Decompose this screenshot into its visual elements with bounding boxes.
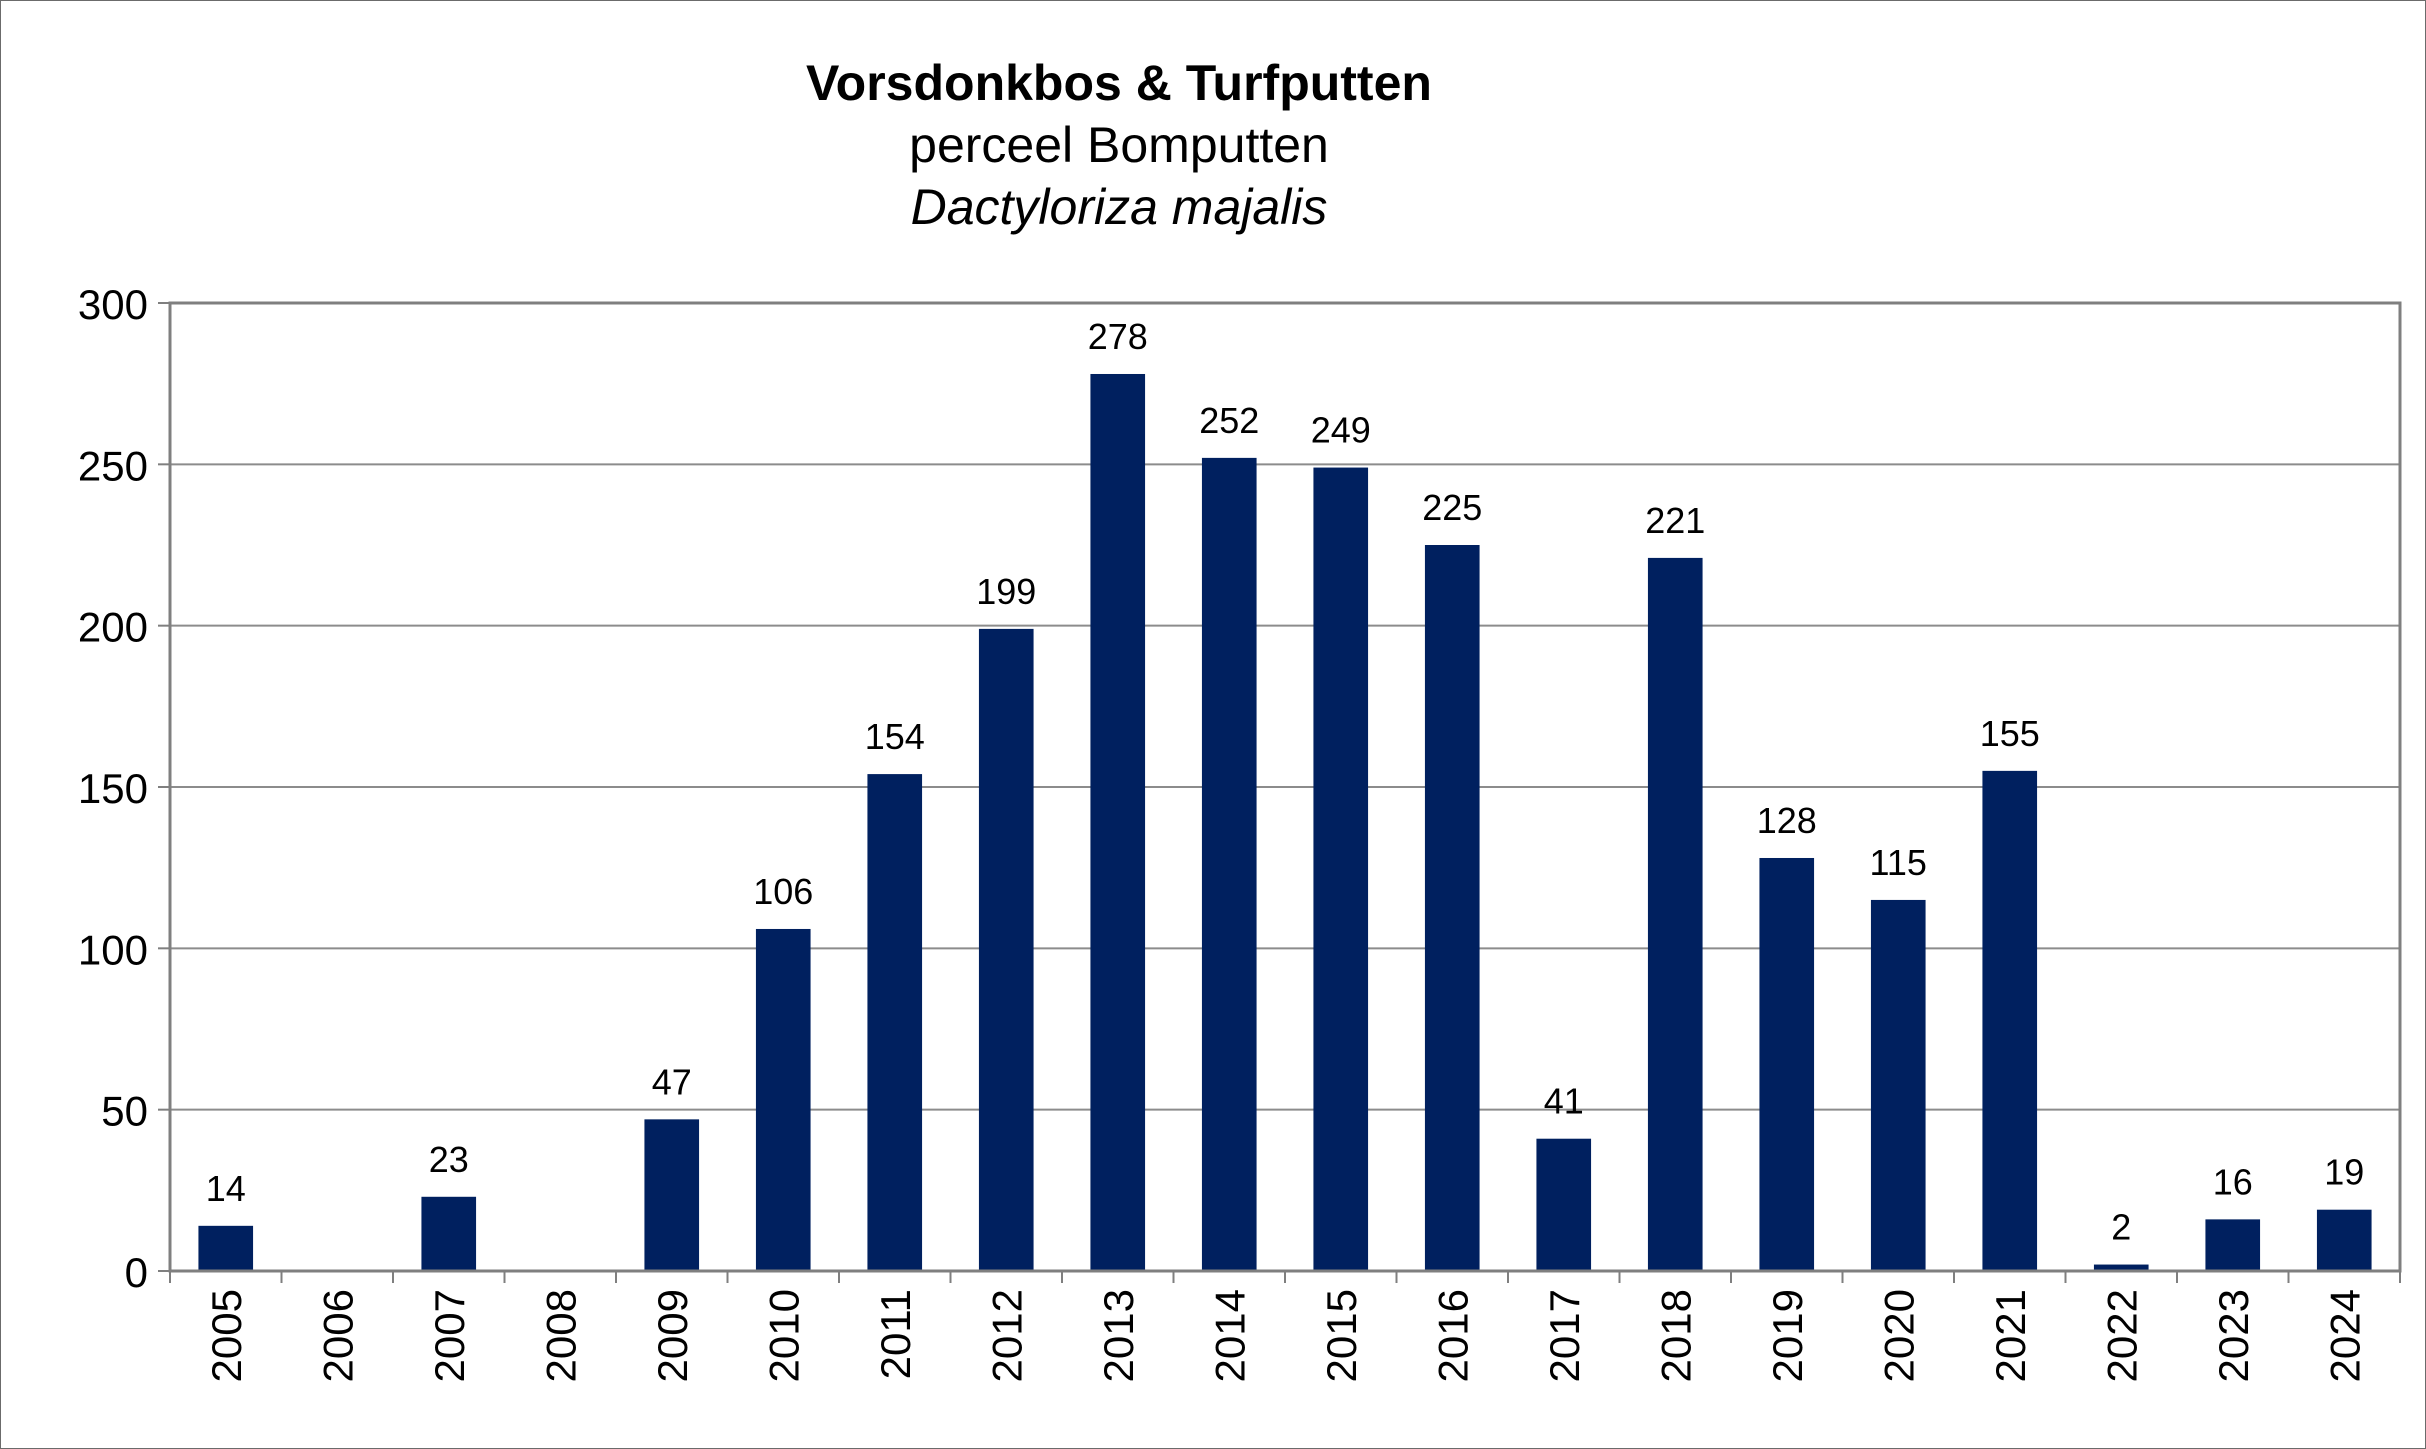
x-tick-label: 2015 — [1318, 1289, 1365, 1382]
y-tick-label: 250 — [78, 442, 148, 489]
x-tick-label: 2022 — [2098, 1289, 2145, 1382]
y-tick-label: 100 — [78, 926, 148, 973]
bar-2007 — [421, 1196, 477, 1271]
x-tick-label: 2012 — [983, 1289, 1030, 1382]
data-label-2017: 41 — [1544, 1081, 1584, 1122]
x-tick-label: 2023 — [2210, 1289, 2257, 1382]
chart-title: Vorsdonkbos & Turfputten — [806, 55, 1432, 111]
y-tick-label: 200 — [78, 604, 148, 651]
bar-2009 — [644, 1119, 700, 1271]
x-tick-label: 2016 — [1429, 1289, 1476, 1382]
x-tick-label: 2008 — [537, 1289, 584, 1382]
data-label-2011: 154 — [865, 716, 925, 757]
bar-2012 — [978, 628, 1034, 1271]
x-tick-label: 2011 — [872, 1289, 919, 1379]
y-tick-label: 150 — [78, 765, 148, 812]
bar-2024 — [2316, 1209, 2372, 1271]
data-label-2007: 23 — [429, 1139, 469, 1180]
gridlines — [170, 302, 2400, 1271]
bar-2010 — [755, 928, 811, 1271]
bar-2011 — [867, 774, 923, 1271]
x-tick-label: 2017 — [1541, 1289, 1588, 1382]
data-label-2013: 278 — [1088, 316, 1148, 357]
data-label-2014: 252 — [1199, 400, 1259, 441]
bar-2020 — [1870, 899, 1926, 1271]
bar-2019 — [1759, 857, 1815, 1271]
data-label-2021: 155 — [1980, 713, 2040, 754]
bar-2023 — [2205, 1219, 2261, 1271]
bar-2017 — [1536, 1138, 1592, 1271]
data-label-2005: 14 — [206, 1168, 246, 1209]
bar-2018 — [1647, 557, 1703, 1271]
x-tick-label: 2019 — [1764, 1289, 1811, 1382]
data-label-2015: 249 — [1311, 410, 1371, 451]
x-tick-label: 2020 — [1875, 1289, 1922, 1382]
data-label-2022: 2 — [2111, 1207, 2131, 1248]
bar-2014 — [1201, 457, 1257, 1271]
x-tick-label: 2007 — [426, 1289, 473, 1382]
chart-species: Dactyloriza majalis — [910, 179, 1328, 235]
y-tick-label: 300 — [78, 281, 148, 328]
data-labels: 14 23 47 106 154 199 278 252 249 225 41 221 128 115 15… — [206, 316, 2365, 1248]
x-tick-label: 2021 — [1987, 1289, 2034, 1382]
data-label-2009: 47 — [652, 1061, 692, 1102]
chart-title-block: Vorsdonkbos & Turfputten perceel Bomputt… — [574, 52, 1664, 238]
x-tick-label: 2006 — [314, 1289, 361, 1382]
data-label-2020: 115 — [1870, 842, 1927, 883]
data-label-2016: 225 — [1422, 487, 1482, 528]
data-label-2024: 19 — [2324, 1152, 2364, 1193]
x-tick-label: 2018 — [1652, 1289, 1699, 1382]
bars — [198, 373, 2372, 1271]
data-label-2018: 221 — [1645, 500, 1705, 541]
bar-2022 — [2093, 1264, 2149, 1271]
x-tick-label: 2005 — [203, 1289, 250, 1382]
bar-2015 — [1313, 467, 1369, 1271]
data-label-2012: 199 — [976, 571, 1036, 612]
x-tick-label: 2014 — [1206, 1289, 1253, 1382]
x-tick-label: 2024 — [2321, 1289, 2368, 1382]
x-tick-label: 2013 — [1095, 1289, 1142, 1382]
x-tick-label: 2010 — [760, 1289, 807, 1382]
data-label-2010: 106 — [753, 871, 813, 912]
y-tick-label: 0 — [125, 1249, 148, 1296]
x-tick-label: 2009 — [649, 1289, 696, 1382]
axes: 0 50 100 150 200 250 300 2005 2006 2007 2008 2009 20… — [78, 281, 2402, 1382]
chart-subtitle: perceel Bomputten — [909, 117, 1329, 173]
bar-2013 — [1090, 373, 1146, 1271]
y-tick-label: 50 — [101, 1088, 148, 1135]
bar-2021 — [1982, 770, 2038, 1271]
data-label-2023: 16 — [2213, 1161, 2253, 1202]
data-label-2019: 128 — [1757, 800, 1817, 841]
bar-2005 — [198, 1225, 254, 1271]
bar-2016 — [1424, 545, 1480, 1271]
